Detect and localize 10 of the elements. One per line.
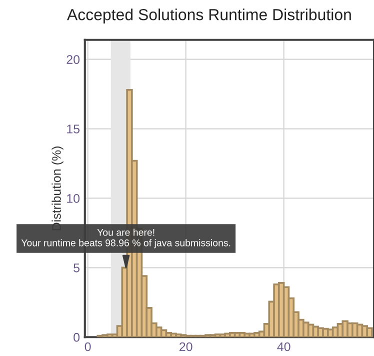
chart-title: Accepted Solutions Runtime Distribution xyxy=(66,8,351,24)
annotation: You are here! Your runtime beats 98.96 % of java submissions. xyxy=(21,228,230,248)
y-tick-label: 15 xyxy=(67,124,80,134)
y-tick-label: 10 xyxy=(67,194,80,203)
x-tick-label: 20 xyxy=(180,342,192,352)
y-tick-label: 0 xyxy=(74,332,80,342)
y-tick-label: 5 xyxy=(74,264,80,272)
y-tick-label: 20 xyxy=(66,55,80,64)
x-tick-label: 0 xyxy=(84,342,91,352)
x-tick-label: 40 xyxy=(277,342,290,352)
